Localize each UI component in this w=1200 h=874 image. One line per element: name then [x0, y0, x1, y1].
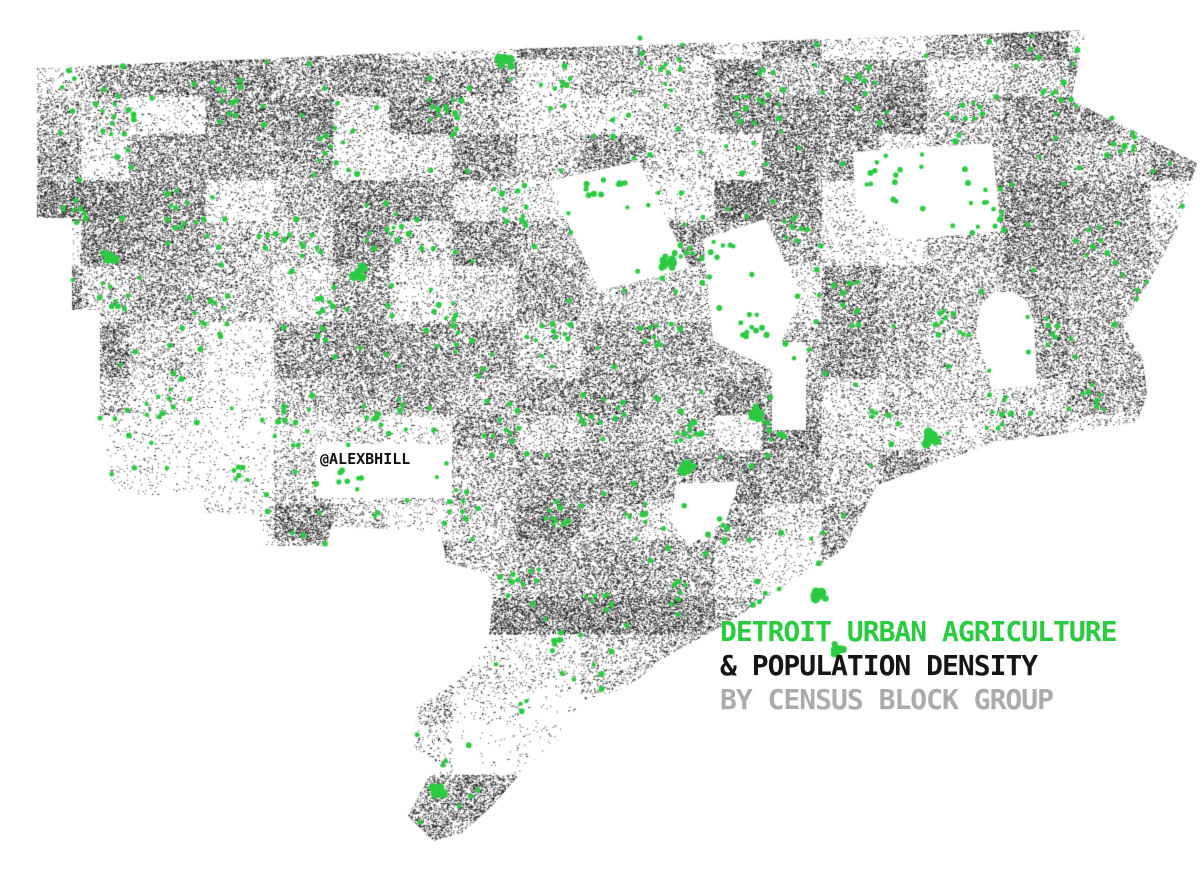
title-block: DETROIT URBAN AGRICULTURE & POPULATION D…	[720, 615, 1117, 717]
watermark: @ALEXBHILL	[320, 450, 411, 468]
title-line-2: & POPULATION DENSITY	[720, 649, 1038, 682]
title-line-3: BY CENSUS BLOCK GROUP	[720, 683, 1054, 716]
title-line-1: DETROIT URBAN AGRICULTURE	[720, 615, 1117, 648]
